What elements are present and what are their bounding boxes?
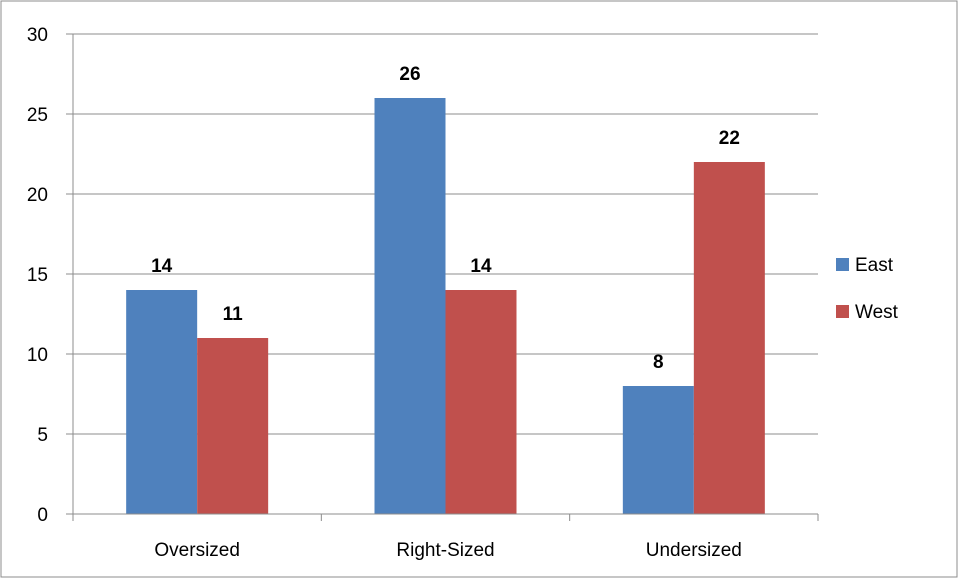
- bar-west-right-sized: [445, 290, 517, 514]
- axes: 0 5 10 15 20 25 30 Oversized Right-Sized Undersiz…: [27, 25, 819, 561]
- bar-west-oversized: [197, 338, 269, 514]
- bars: [126, 98, 765, 514]
- y-tick-label: 25: [27, 105, 48, 126]
- legend: East West: [836, 255, 899, 323]
- bar-west-undersized: [693, 162, 765, 514]
- x-category-label: Undersized: [646, 540, 742, 561]
- data-label: 11: [223, 304, 244, 325]
- y-tick-label: 5: [37, 425, 48, 446]
- x-category-label: Right-Sized: [396, 540, 494, 561]
- bar-east-right-sized: [374, 98, 446, 514]
- y-tick-label: 20: [27, 185, 48, 206]
- x-category-label: Oversized: [154, 540, 240, 561]
- data-labels: 14 11 26 14 8 22: [151, 64, 740, 373]
- legend-label-west: West: [855, 302, 899, 323]
- y-tick-label: 10: [27, 345, 48, 366]
- data-label: 14: [151, 256, 173, 277]
- y-tick-label: 15: [27, 265, 48, 286]
- bar-east-undersized: [622, 386, 694, 514]
- legend-label-east: East: [855, 255, 894, 276]
- data-label: 14: [470, 256, 492, 277]
- data-label: 8: [653, 352, 664, 373]
- data-label: 22: [719, 128, 740, 149]
- y-tick-label: 30: [27, 25, 48, 46]
- y-tick-label: 0: [37, 505, 48, 526]
- bar-east-oversized: [126, 290, 198, 514]
- data-label: 26: [399, 64, 420, 85]
- legend-swatch-east: [836, 258, 849, 271]
- legend-swatch-west: [836, 305, 849, 318]
